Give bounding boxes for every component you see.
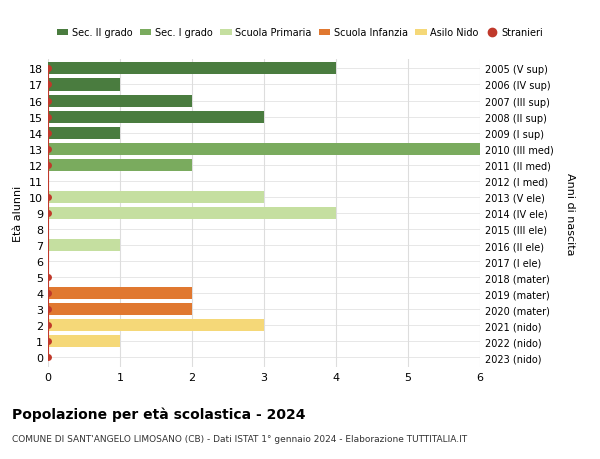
- Bar: [48, 63, 336, 75]
- Y-axis label: Età alunni: Età alunni: [13, 185, 23, 241]
- Bar: [48, 319, 264, 331]
- Bar: [48, 240, 120, 252]
- Bar: [48, 79, 120, 91]
- Bar: [48, 159, 192, 171]
- Bar: [48, 336, 120, 347]
- Bar: [48, 303, 192, 315]
- Y-axis label: Anni di nascita: Anni di nascita: [565, 172, 575, 255]
- Bar: [48, 127, 120, 140]
- Bar: [48, 287, 192, 300]
- Legend: Sec. II grado, Sec. I grado, Scuola Primaria, Scuola Infanzia, Asilo Nido, Stran: Sec. II grado, Sec. I grado, Scuola Prim…: [53, 24, 547, 42]
- Bar: [48, 191, 264, 203]
- Bar: [48, 143, 480, 156]
- Bar: [48, 112, 264, 123]
- Text: COMUNE DI SANT'ANGELO LIMOSANO (CB) - Dati ISTAT 1° gennaio 2024 - Elaborazione : COMUNE DI SANT'ANGELO LIMOSANO (CB) - Da…: [12, 434, 467, 443]
- Bar: [48, 207, 336, 219]
- Bar: [48, 95, 192, 107]
- Text: Popolazione per età scolastica - 2024: Popolazione per età scolastica - 2024: [12, 406, 305, 421]
